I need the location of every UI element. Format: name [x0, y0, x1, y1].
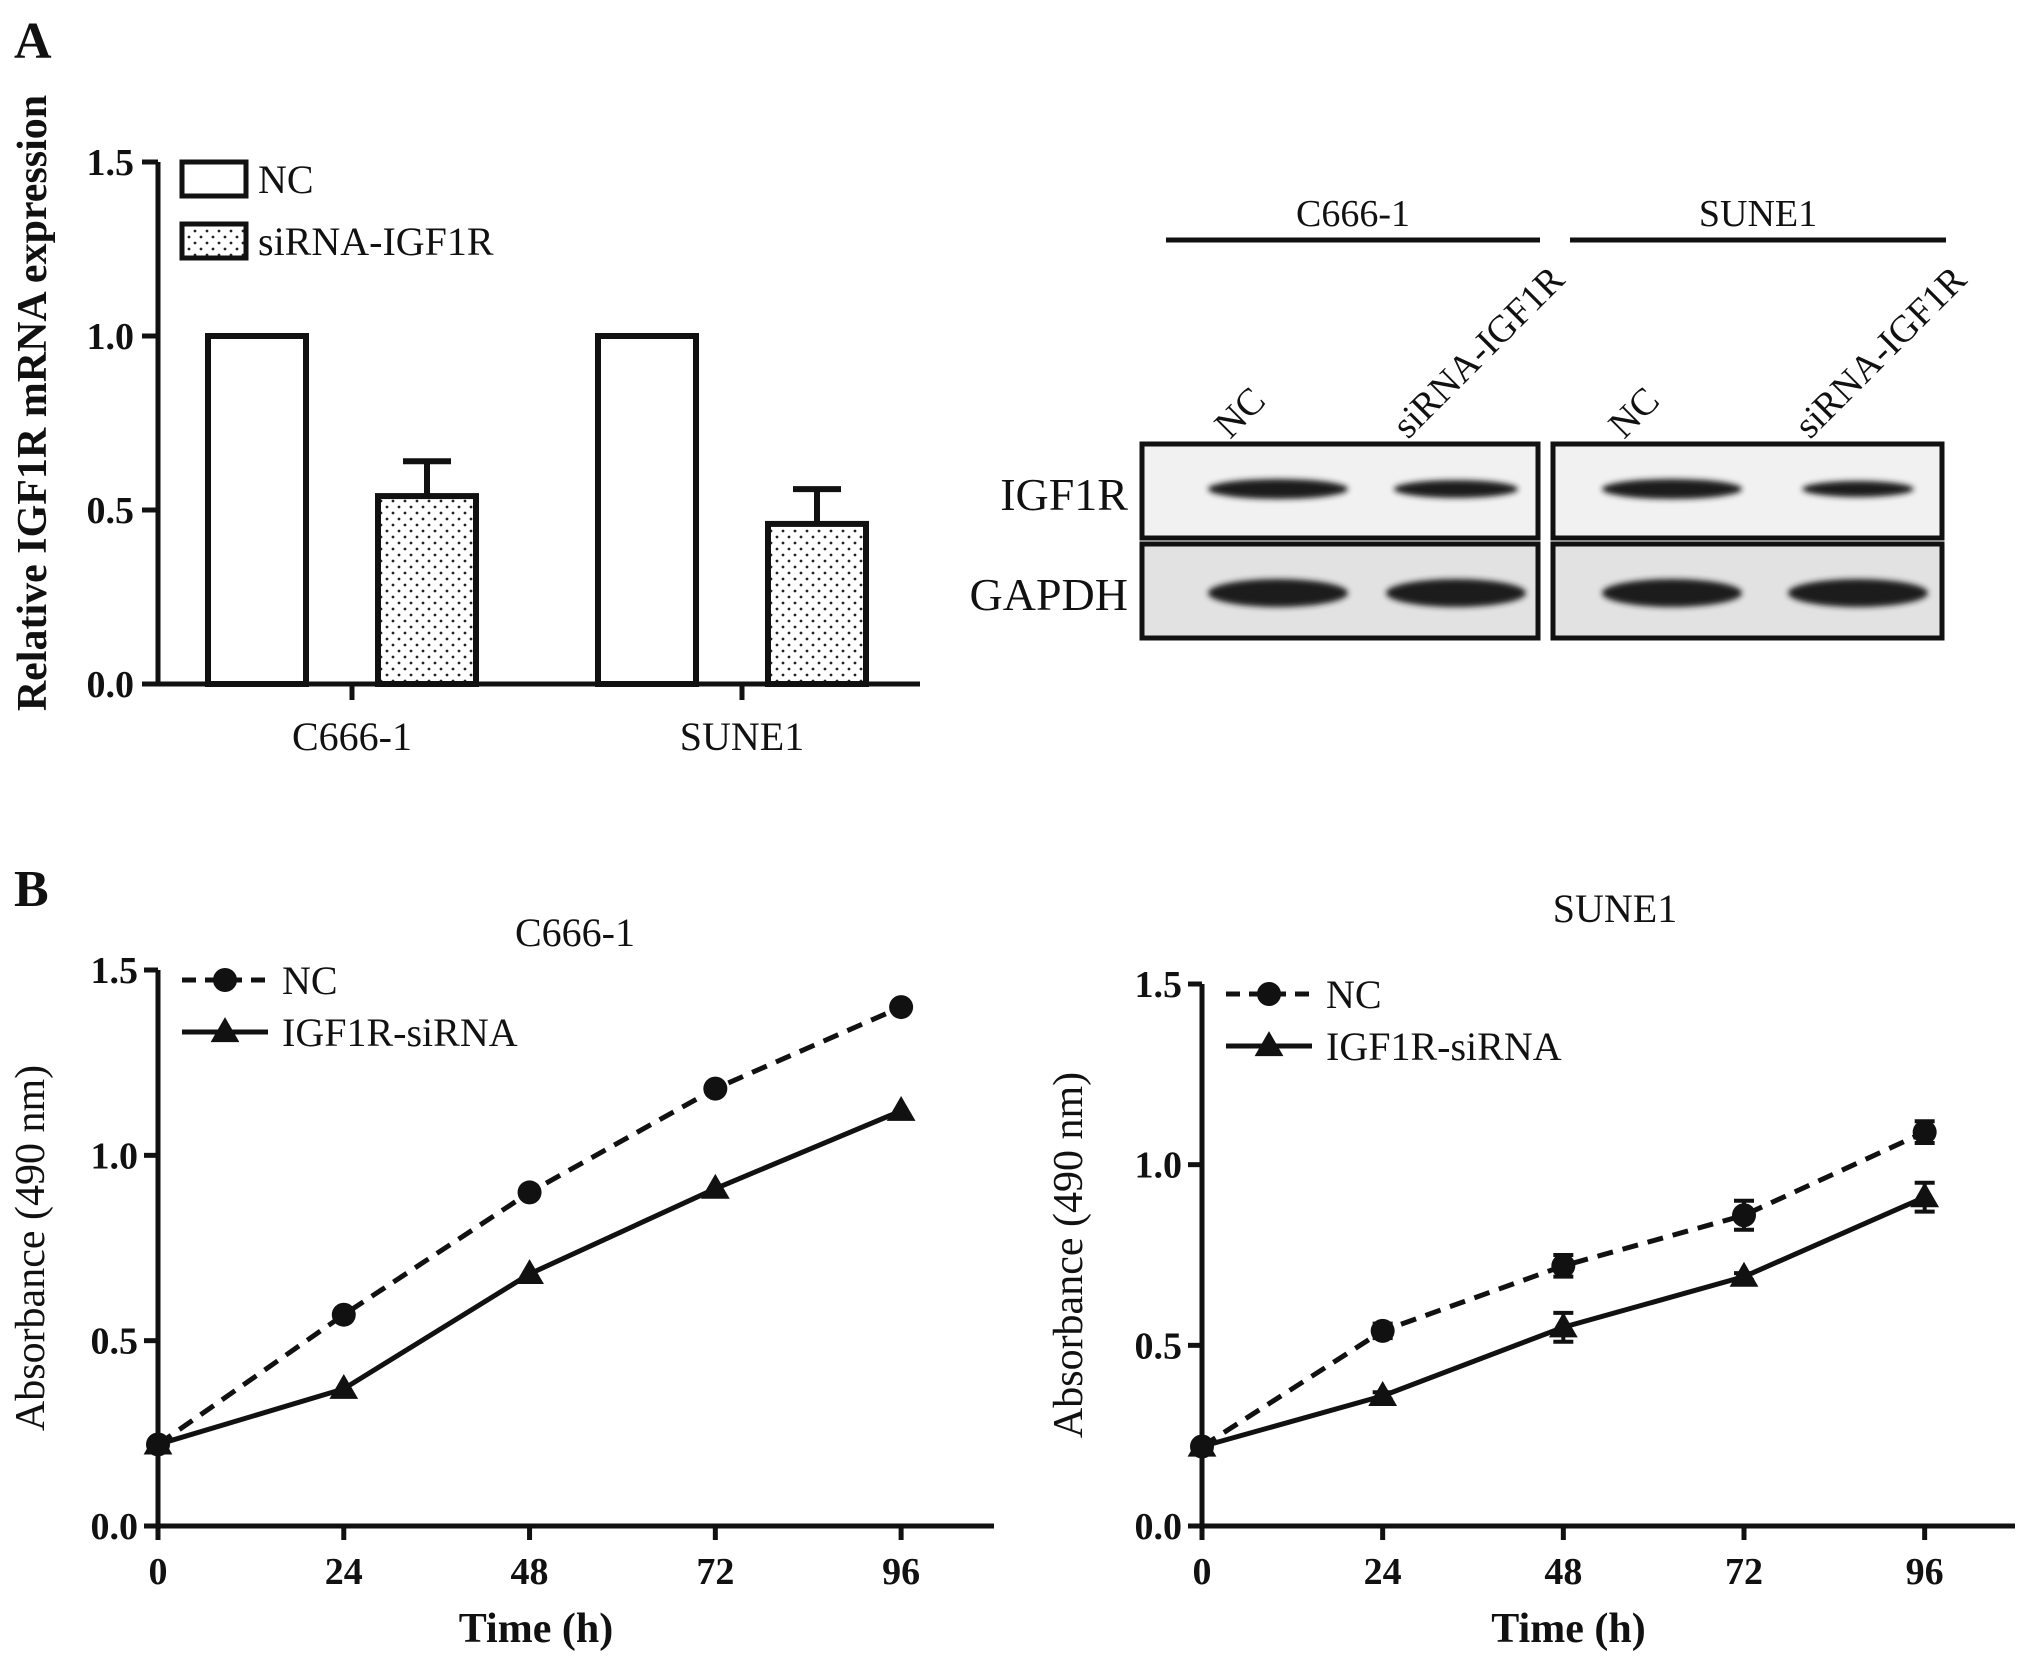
x-tick-label: 48 — [511, 1551, 549, 1593]
series-line-nc — [156, 1004, 903, 1447]
chart-title: SUNE1 — [1553, 886, 1677, 931]
x-tick-label: 96 — [882, 1551, 920, 1593]
y-tick-label: 1.0 — [91, 1135, 139, 1177]
point-nc — [1912, 1120, 1937, 1145]
x-tick-label: 72 — [1725, 1551, 1763, 1593]
bar-chart-mrna: 0.0 0.5 1.0 1.5 C666-1 SUNE1 Relative IGF1R mR… — [10, 95, 920, 759]
point-igf1r-sirna — [515, 1259, 544, 1285]
x-tick-label: 0 — [149, 1551, 168, 1593]
x-tick-label: 72 — [696, 1551, 734, 1593]
lane-label-nc: NC — [1207, 379, 1274, 446]
legend-label-igf1r-sirna: IGF1R-siRNA — [1326, 1024, 1562, 1069]
y-axis-label: Absorbance (490 nm) — [1046, 1072, 1092, 1438]
panel-label-b: B — [14, 861, 49, 918]
legend-label-nc: NC — [1326, 972, 1382, 1017]
legend-label-sirna-igf1r: siRNA-IGF1R — [258, 219, 494, 264]
y-tick-label: 0.5 — [87, 490, 135, 532]
legend-label-nc: NC — [282, 958, 338, 1003]
y-tick-label: 1.0 — [87, 316, 135, 358]
point-igf1r-sirna — [886, 1095, 916, 1121]
y-tick-label: 0.0 — [87, 664, 135, 706]
point-nc — [1370, 1318, 1395, 1343]
point-igf1r-sirna — [210, 1017, 240, 1043]
bar-nc-sune1 — [595, 333, 699, 687]
lane-label-nc: NC — [1601, 379, 1668, 446]
band-igf1r — [1802, 481, 1914, 497]
band-gapdh — [1386, 579, 1526, 607]
y-axis-label: Absorbance (490 nm) — [8, 1065, 54, 1431]
line-chart-sune1: 0.0 0.5 1.0 1.5 0 24 48 72 96 Time (h) Absorbance … — [1046, 886, 2015, 1652]
group-label-c666-1: C666-1 — [1296, 193, 1410, 235]
y-tick-label: 1.5 — [1135, 964, 1183, 1006]
bar-sirna-igf1r-c666-1 — [375, 493, 479, 687]
legend-label-igf1r-sirna: IGF1R-siRNA — [282, 1010, 518, 1055]
point-nc — [213, 968, 237, 992]
band-igf1r — [1393, 480, 1519, 498]
point-igf1r-sirna — [1729, 1261, 1759, 1287]
point-igf1r-sirna — [143, 1429, 173, 1455]
point-nc — [703, 1076, 728, 1101]
point-nc — [331, 1302, 356, 1327]
y-tick-label: 0.5 — [91, 1321, 139, 1363]
point-nc — [1551, 1253, 1576, 1278]
legend-swatch-sirna-igf1r — [179, 221, 249, 261]
band-gapdh — [1208, 579, 1348, 607]
row-label-gapdh: GAPDH — [970, 569, 1128, 620]
bar-sirna-igf1r-sune1 — [765, 520, 869, 687]
band-gapdh — [1602, 579, 1742, 607]
point-igf1r-sirna — [1187, 1431, 1217, 1457]
x-tick-label: 48 — [1544, 1551, 1582, 1593]
x-tick-label: C666-1 — [292, 714, 412, 759]
point-igf1r-sirna — [700, 1173, 730, 1199]
x-tick-label: SUNE1 — [680, 714, 804, 759]
series-line-nc — [1200, 1129, 1926, 1449]
y-tick-label: 0.5 — [1135, 1325, 1183, 1367]
panel-label-a: A — [14, 13, 52, 70]
x-tick-label: 24 — [1364, 1551, 1402, 1593]
lane-label-sirna-igf1r: siRNA-IGF1R — [1385, 258, 1573, 446]
x-tick-label: 0 — [1193, 1551, 1212, 1593]
point-igf1r-sirna — [1368, 1381, 1398, 1406]
y-axis-label: Relative IGF1R mRNA expression — [10, 95, 56, 711]
y-tick-label: 0.0 — [1135, 1506, 1183, 1548]
western-blot: C666-1 SUNE1 NC siRNA-IGF1R NC siRNA-IGF1R IGF… — [970, 193, 1975, 641]
point-nc — [517, 1180, 542, 1205]
y-tick-label: 1.5 — [87, 142, 135, 184]
legend-label-nc: NC — [258, 157, 314, 202]
point-igf1r-sirna — [1910, 1182, 1940, 1208]
x-tick-label: 24 — [325, 1551, 363, 1593]
band-igf1r — [1602, 479, 1742, 499]
x-axis-label: Time (h) — [1491, 1606, 1645, 1652]
line-chart-c666-1: 0.0 0.5 1.0 1.5 0 24 48 72 96 Time (h) Absorbance … — [8, 910, 994, 1652]
group-label-sune1: SUNE1 — [1699, 193, 1817, 235]
point-igf1r-sirna — [1548, 1312, 1578, 1338]
point-nc — [889, 995, 914, 1020]
y-tick-label: 0.0 — [91, 1506, 139, 1548]
point-igf1r-sirna — [329, 1373, 359, 1399]
chart-title: C666-1 — [515, 910, 635, 955]
band-gapdh — [1788, 579, 1928, 607]
point-nc — [1257, 982, 1281, 1006]
row-label-igf1r: IGF1R — [1000, 469, 1128, 520]
bar-nc-c666-1 — [205, 333, 309, 687]
lane-label-sirna-igf1r: siRNA-IGF1R — [1787, 258, 1975, 446]
band-igf1r — [1208, 479, 1348, 499]
point-nc — [1732, 1203, 1756, 1228]
x-axis-label: Time (h) — [459, 1606, 613, 1652]
y-tick-label: 1.5 — [91, 950, 139, 992]
y-tick-label: 1.0 — [1135, 1145, 1183, 1187]
point-igf1r-sirna — [1254, 1031, 1284, 1057]
legend-swatch-nc — [179, 159, 249, 199]
x-tick-label: 96 — [1906, 1551, 1944, 1593]
